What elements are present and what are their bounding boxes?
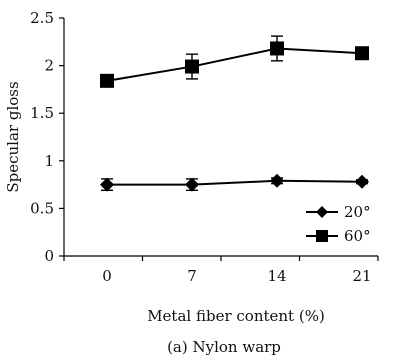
x-tick-label: 14	[267, 267, 286, 285]
series-layer	[100, 35, 369, 192]
x-axis-ticks: 0 7 14 21	[63, 256, 379, 285]
x-tick-label: 0	[102, 267, 112, 285]
x-axis-title: Metal fiber content (%)	[147, 307, 325, 325]
legend-marker-diamond	[316, 206, 328, 218]
legend-marker-square	[316, 230, 328, 242]
legend: 20° 60°	[306, 203, 371, 245]
series-0-point-diamond	[355, 174, 369, 189]
y-tick-label: 2	[44, 57, 54, 75]
legend-label-20: 20°	[344, 203, 371, 221]
series-1-point-square	[100, 73, 114, 88]
y-tick-label: 0.5	[30, 199, 54, 217]
y-axis-ticks: 0 0.5 1 1.5 2 2.5	[30, 9, 64, 265]
x-tick-label: 7	[187, 267, 197, 285]
y-axis-title: Specular gloss	[4, 81, 22, 192]
y-tick-label: 1	[44, 152, 54, 170]
legend-label-60: 60°	[344, 227, 371, 245]
series-0-point-diamond	[270, 173, 284, 188]
y-tick-label: 1.5	[30, 104, 54, 122]
x-tick-label: 21	[352, 267, 371, 285]
legend-item-20: 20°	[306, 203, 371, 221]
legend-item-60: 60°	[306, 227, 371, 245]
figure-caption: (a) Nylon warp	[167, 338, 281, 356]
series-0-point-diamond	[100, 177, 114, 192]
series-1-point-square	[185, 59, 199, 74]
series-1-line	[106, 47, 363, 82]
series-0-point-diamond	[185, 177, 199, 192]
series-1-point-square	[270, 41, 284, 56]
series-0-line	[107, 179, 363, 186]
y-tick-label: 0	[44, 247, 54, 265]
series-1-point-square	[355, 46, 369, 61]
plot-area: 0 0.5 1 1.5 2 2.5 0 7 14 21	[30, 9, 379, 285]
y-tick-label: 2.5	[30, 9, 54, 27]
